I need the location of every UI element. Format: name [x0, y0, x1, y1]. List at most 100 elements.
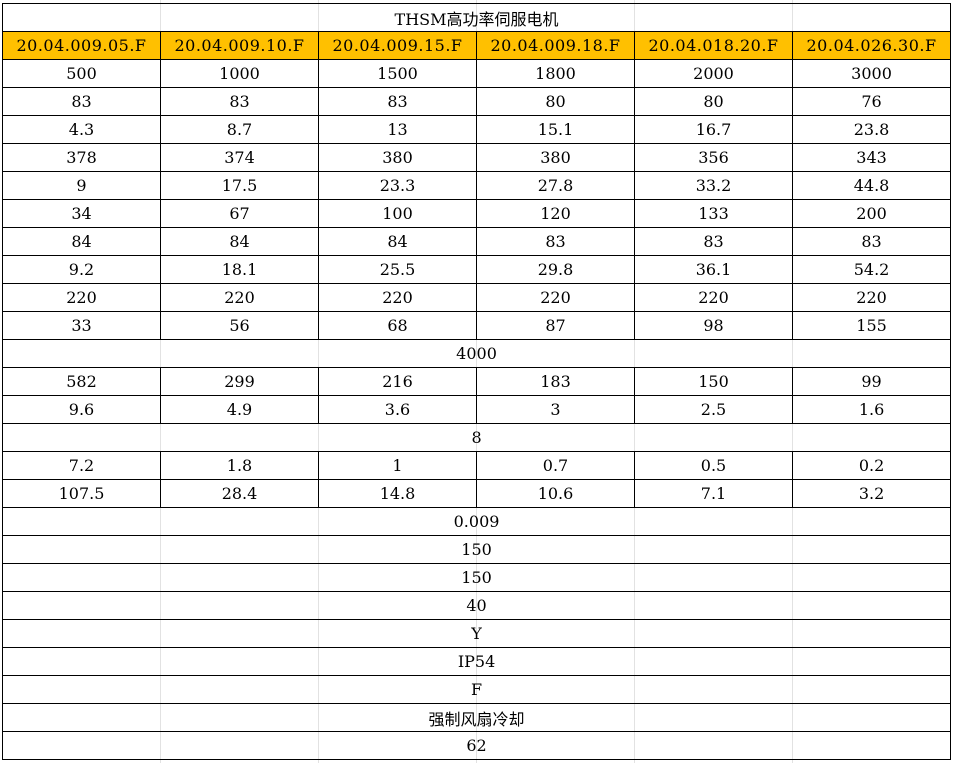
table-row: 84 84 84 83 83 83 — [2, 227, 952, 256]
table-title: THSM高功率伺服电机 — [1, 3, 952, 32]
table-cell: 1.8 — [160, 451, 319, 480]
table-cell: 150 — [634, 367, 793, 396]
model-header: 20.04.009.15.F — [318, 31, 477, 60]
table-row: 40 — [1, 591, 952, 620]
table-cell: 220 — [791, 283, 952, 312]
table-cell: 582 — [2, 367, 161, 396]
table-cell: 84 — [318, 227, 477, 256]
table-cell: 3000 — [791, 59, 952, 88]
table-cell: 67 — [160, 199, 319, 228]
table-row: 34 67 100 120 133 200 — [2, 199, 952, 228]
table-row: IP54 — [1, 647, 952, 676]
table-cell: 8.7 — [160, 115, 319, 144]
table-row: 0.009 — [1, 507, 952, 536]
model-header: 20.04.026.30.F — [791, 31, 952, 60]
table-row: 107.5 28.4 14.8 10.6 7.1 3.2 — [2, 479, 952, 508]
table-cell: 23.8 — [791, 115, 952, 144]
table-cell: 3.2 — [791, 479, 952, 508]
table-cell: 0.7 — [476, 451, 635, 480]
table-row: 500 1000 1500 1800 2000 3000 — [2, 59, 952, 88]
model-header: 20.04.009.05.F — [2, 31, 161, 60]
table-cell: 18.1 — [160, 255, 319, 284]
table-cell: 500 — [2, 59, 161, 88]
table-row: 33 56 68 87 98 155 — [2, 311, 952, 340]
table-cell: 200 — [791, 199, 952, 228]
table-cell: 83 — [791, 227, 952, 256]
table-cell: 380 — [476, 143, 635, 172]
table-row: 150 — [1, 535, 952, 564]
table-cell: 9 — [2, 171, 161, 200]
table-cell: 1000 — [160, 59, 319, 88]
table-cell: 3.6 — [318, 395, 477, 424]
table-cell: 4.9 — [160, 395, 319, 424]
table-cell: 87 — [476, 311, 635, 340]
table-cell: 3 — [476, 395, 635, 424]
table-cell: 14.8 — [318, 479, 477, 508]
table-cell: 183 — [476, 367, 635, 396]
table-cell: 44.8 — [791, 171, 952, 200]
table-row: Y — [1, 619, 952, 648]
table-row: F — [1, 675, 952, 704]
table-cell: 33.2 — [634, 171, 793, 200]
table-cell: 76 — [791, 87, 952, 116]
table-cell: 98 — [634, 311, 793, 340]
table-cell: 1800 — [476, 59, 635, 88]
table-cell: 374 — [160, 143, 319, 172]
table-cell: 33 — [2, 311, 161, 340]
table-cell: 80 — [634, 87, 793, 116]
table-cell: 25.5 — [318, 255, 477, 284]
table-cell: 10.6 — [476, 479, 635, 508]
table-cell: 2.5 — [634, 395, 793, 424]
table-cell: 1500 — [318, 59, 477, 88]
table-cell: 36.1 — [634, 255, 793, 284]
table-cell: 27.8 — [476, 171, 635, 200]
table-cell: 84 — [160, 227, 319, 256]
table-cell: 28.4 — [160, 479, 319, 508]
table-cell: 9.2 — [2, 255, 161, 284]
merged-cell: 0.009 — [1, 507, 952, 536]
table-cell: 1.6 — [791, 395, 952, 424]
table-cell: 83 — [160, 87, 319, 116]
merged-cell: 150 — [1, 535, 952, 564]
merged-cell: 62 — [1, 731, 952, 760]
table-cell: 56 — [160, 311, 319, 340]
table-row: 9.2 18.1 25.5 29.8 36.1 54.2 — [2, 255, 952, 284]
table-cell: 9.6 — [2, 395, 161, 424]
table-cell: 17.5 — [160, 171, 319, 200]
table-cell: 100 — [318, 199, 477, 228]
table-cell: 343 — [791, 143, 952, 172]
table-cell: 0.2 — [791, 451, 952, 480]
table-cell: 220 — [318, 283, 477, 312]
table-cell: 99 — [791, 367, 952, 396]
table-cell: 15.1 — [476, 115, 635, 144]
merged-cell: F — [1, 675, 952, 704]
table-cell: 84 — [2, 227, 161, 256]
table-cell: 83 — [2, 87, 161, 116]
merged-cell: IP54 — [1, 647, 952, 676]
merged-cell: 强制风扇冷却 — [1, 703, 952, 732]
table-row: 9 17.5 23.3 27.8 33.2 44.8 — [2, 171, 952, 200]
table-cell: 83 — [476, 227, 635, 256]
merged-cell: 4000 — [1, 339, 952, 368]
table-cell: 68 — [318, 311, 477, 340]
table-cell: 54.2 — [791, 255, 952, 284]
table-cell: 120 — [476, 199, 635, 228]
table-cell: 29.8 — [476, 255, 635, 284]
table-row: 4.3 8.7 13 15.1 16.7 23.8 — [2, 115, 952, 144]
table-row: 582 299 216 183 150 99 — [2, 367, 952, 396]
model-header: 20.04.018.20.F — [634, 31, 793, 60]
merged-cell: 150 — [1, 563, 952, 592]
table-cell: 7.2 — [2, 451, 161, 480]
table-cell: 220 — [2, 283, 161, 312]
table-cell: 80 — [476, 87, 635, 116]
table-cell: 220 — [634, 283, 793, 312]
table-row: 7.2 1.8 1 0.7 0.5 0.2 — [2, 451, 952, 480]
table-cell: 83 — [318, 87, 477, 116]
table-row: 220 220 220 220 220 220 — [2, 283, 952, 312]
table-row: 9.6 4.9 3.6 3 2.5 1.6 — [2, 395, 952, 424]
table-cell: 2000 — [634, 59, 793, 88]
table-cell: 356 — [634, 143, 793, 172]
table-row: 378 374 380 380 356 343 — [2, 143, 952, 172]
table-row: 4000 — [1, 339, 952, 368]
table-cell: 380 — [318, 143, 477, 172]
